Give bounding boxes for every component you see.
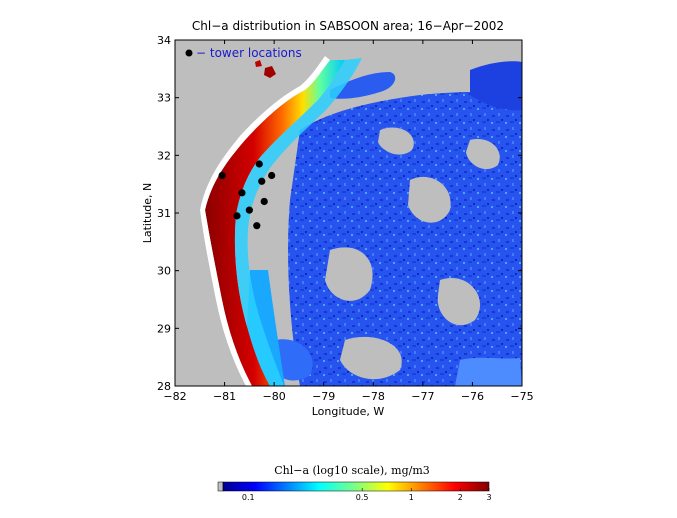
colorbar: 0.1 0.5 1 2 3	[217, 481, 492, 502]
colorbar-tick-label: 0.5	[356, 493, 369, 502]
x-tick-label: −80	[263, 390, 286, 403]
tower-marker	[218, 171, 226, 180]
colorbar-tick-label: 2	[458, 493, 463, 502]
x-tick-label: −76	[461, 390, 484, 403]
y-axis-label: Latitude, N	[141, 183, 154, 244]
offshore-patch	[264, 66, 276, 78]
x-tick-label: −79	[312, 390, 335, 403]
legend-marker	[185, 49, 193, 57]
x-axis-label: Longitude, W	[312, 405, 385, 418]
x-tick-label: −81	[213, 390, 236, 403]
x-tick-label: −75	[510, 390, 533, 403]
tower-markers	[218, 160, 276, 230]
y-tick-label: 28	[157, 380, 171, 393]
x-tick-label: −78	[362, 390, 385, 403]
y-tick-label: 32	[157, 149, 171, 162]
y-tick-label: 30	[157, 265, 171, 278]
colorbar-title: Chl−a (log10 scale), mg/m3	[274, 464, 430, 477]
y-tick-label: 31	[157, 207, 171, 220]
colorbar-gradient	[222, 481, 490, 492]
tower-marker	[238, 189, 246, 197]
tower-marker	[255, 160, 263, 168]
tower-marker	[253, 222, 261, 230]
x-axis: −82 −81 −80 −79 −78 −77 −76 −75	[163, 40, 534, 403]
legend: − tower locations	[185, 46, 302, 60]
offshore-patch-2	[255, 60, 262, 67]
chart-title: Chl−a distribution in SABSOON area; 16−A…	[192, 19, 504, 33]
plot-area	[175, 40, 522, 386]
y-tick-label: 29	[157, 322, 171, 335]
coastal-bloom	[205, 60, 345, 386]
colorbar-nodata-swatch	[217, 481, 224, 492]
tower-marker	[245, 206, 253, 214]
x-tick-label: −77	[411, 390, 434, 403]
tower-marker	[258, 177, 266, 185]
colorbar-ticks: 0.1 0.5 1 2 3	[242, 488, 492, 502]
colorbar-tick-label: 3	[486, 493, 491, 502]
tower-marker	[233, 212, 241, 220]
colorbar-tick-label: 0.1	[242, 493, 255, 502]
tower-marker	[260, 197, 268, 206]
legend-label: − tower locations	[196, 46, 302, 60]
tower-marker	[268, 171, 276, 180]
y-tick-label: 33	[157, 92, 171, 105]
coastal-bloom-edge	[234, 58, 362, 386]
land	[175, 40, 330, 386]
y-tick-label: 34	[157, 34, 171, 47]
y-axis: 28 29 30 31 32 33 34	[157, 34, 522, 393]
colorbar-tick-label: 1	[409, 493, 414, 502]
x-tick-label: −82	[163, 390, 186, 403]
